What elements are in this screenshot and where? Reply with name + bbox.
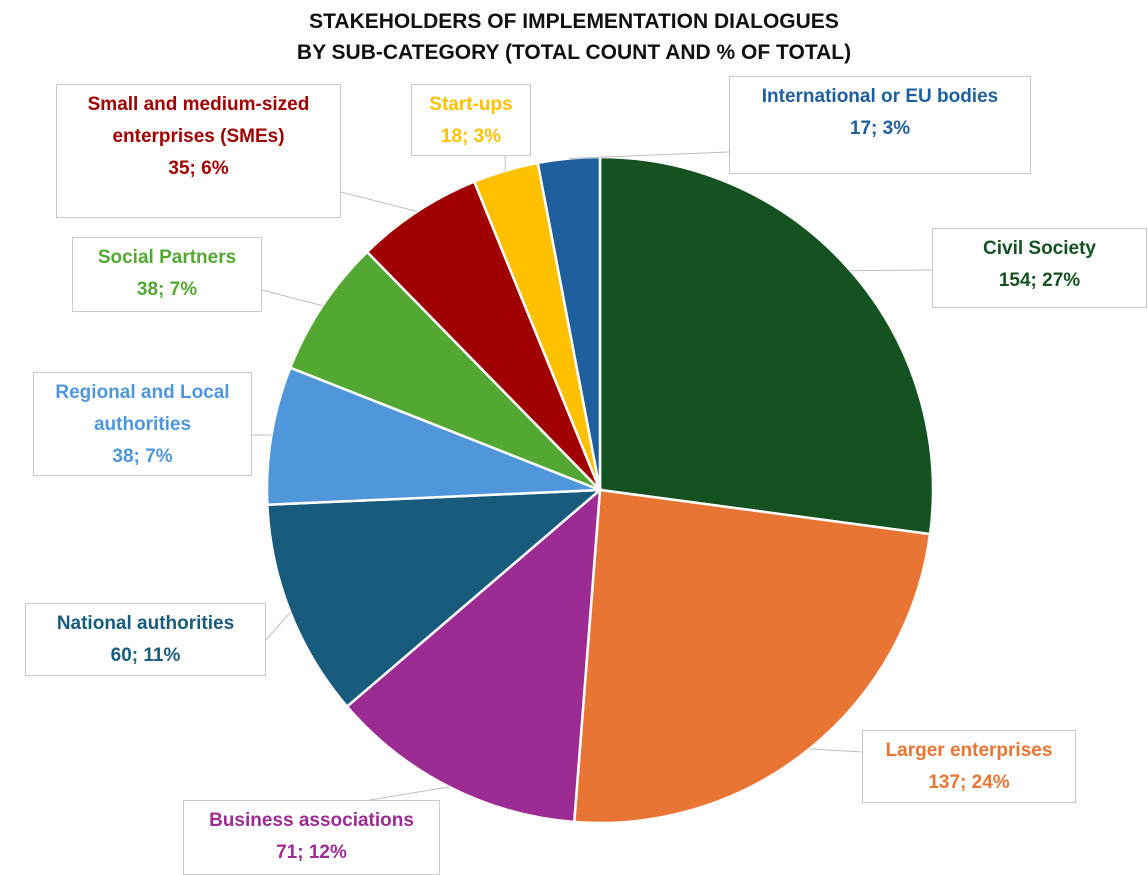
leader-line — [809, 749, 862, 752]
label-value: 38; 7% — [42, 441, 243, 473]
label-value: 17; 3% — [738, 113, 1022, 145]
label-name: International or EU bodies — [738, 81, 1022, 113]
label-value: 60; 11% — [34, 640, 257, 672]
leader-line — [370, 787, 449, 800]
label-name: Small and medium-sized enterprises (SMEs… — [65, 89, 332, 153]
label-name: Business associations — [192, 805, 431, 837]
leader-line — [569, 152, 729, 158]
leader-line — [341, 192, 417, 212]
label-name: Larger enterprises — [871, 735, 1067, 767]
pie-slice — [600, 157, 933, 534]
label-name: National authorities — [34, 608, 257, 640]
label-name: Civil Society — [941, 233, 1138, 265]
label-name: Start-ups — [420, 89, 522, 121]
label-name: Social Partners — [81, 242, 253, 274]
label-value: 71; 12% — [192, 837, 431, 869]
leader-line — [262, 290, 323, 306]
label-value: 38; 7% — [81, 274, 253, 306]
leader-line — [266, 612, 290, 640]
leader-line — [851, 270, 932, 271]
leader-line — [505, 156, 506, 171]
label-value: 18; 3% — [420, 121, 522, 153]
label-name: Regional and Local authorities — [42, 377, 243, 441]
data-label: Small and medium-sized enterprises (SMEs… — [56, 84, 341, 218]
label-value: 35; 6% — [65, 153, 332, 185]
label-value: 154; 27% — [941, 265, 1138, 297]
label-value: 137; 24% — [871, 767, 1067, 799]
